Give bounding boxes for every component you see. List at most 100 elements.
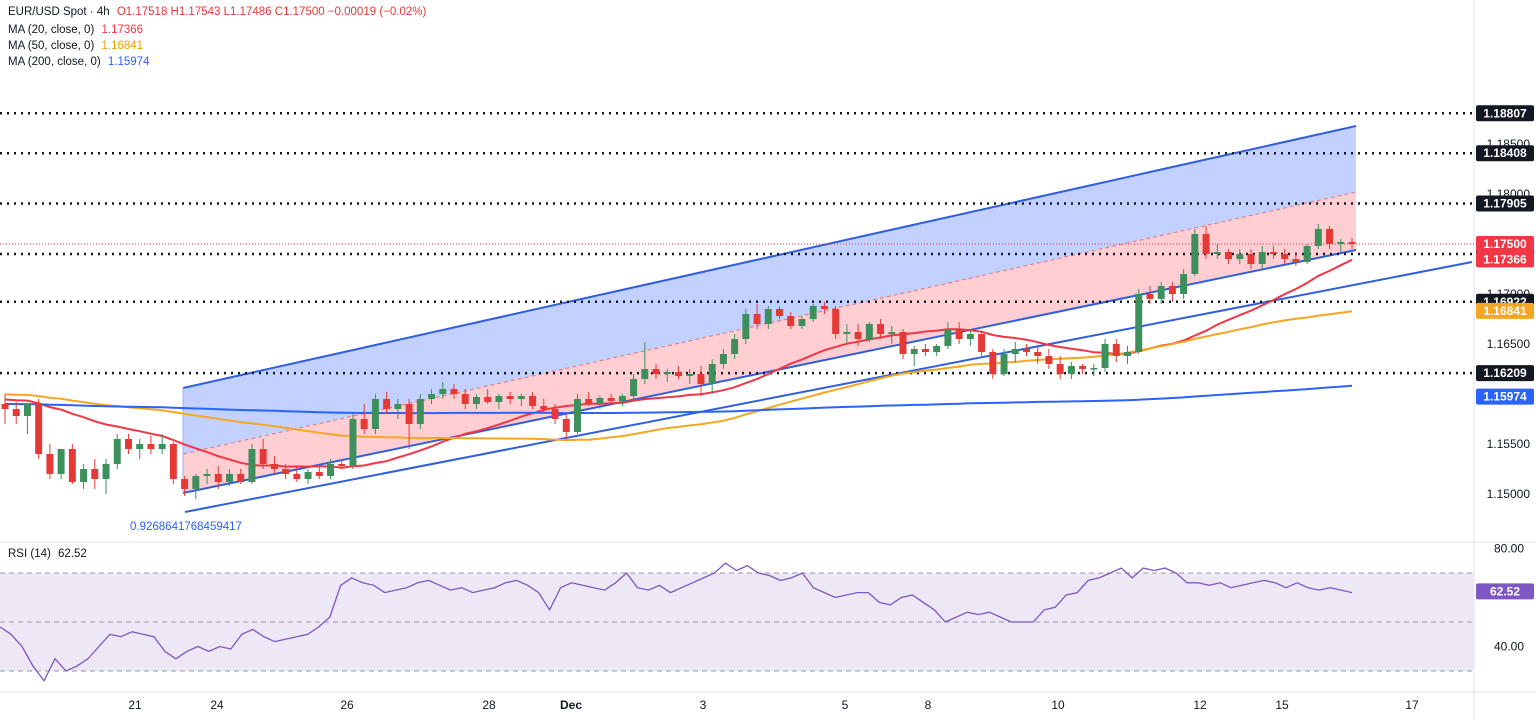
candle-body-21 (237, 474, 245, 482)
y-tick-label-3: 1.16500 (1487, 337, 1531, 351)
candle-body-46 (517, 396, 525, 399)
candle-body-90 (1011, 349, 1019, 354)
candle-body-44 (495, 396, 503, 402)
rsi-legend-value: 62.52 (58, 548, 87, 560)
candle-body-51 (573, 399, 581, 432)
candle-body-68 (764, 309, 772, 324)
fib-level-label: 0.9268641768459417 (130, 521, 242, 533)
candle-body-97 (1090, 368, 1098, 370)
candle-body-106 (1191, 234, 1199, 274)
rsi-line (0, 562, 1353, 683)
candle-body-24 (270, 464, 278, 469)
x-tick-label-6: 5 (842, 698, 849, 712)
legend-symbol: EUR/USD Spot · 4h (8, 6, 110, 18)
candle-body-70 (787, 316, 795, 326)
candle-body-77 (865, 324, 873, 339)
candle-body-9 (102, 464, 110, 479)
candle-body-23 (259, 449, 267, 464)
candle-body-49 (551, 409, 559, 419)
rsi-tag-bg (1476, 583, 1534, 600)
candle-body-14 (158, 444, 166, 449)
candle-body-95 (1067, 366, 1075, 374)
candle-body-114 (1281, 254, 1289, 259)
candle-body-93 (1045, 356, 1053, 364)
candle-body-99 (1112, 344, 1120, 356)
level-tag-label-5: 1.16209 (1483, 366, 1527, 380)
y-tick-label-1: 1.15500 (1487, 437, 1531, 451)
candle-body-22 (248, 449, 256, 482)
x-tick-label-2: 26 (340, 698, 354, 712)
x-tick-label-3: 28 (482, 698, 496, 712)
rsi-legend: RSI (14) 62.52 (8, 548, 87, 560)
candle-body-31 (349, 419, 357, 466)
candle-body-57 (641, 369, 649, 379)
channel-lower-fill (183, 192, 1356, 493)
candle-body-34 (383, 399, 391, 409)
candle-body-76 (854, 332, 862, 339)
x-tick-label-5: 3 (700, 698, 707, 712)
price-tag-bg-0 (1476, 236, 1534, 252)
price-tag-bg-1 (1476, 251, 1534, 268)
legend-ma50-value: 1.16841 (101, 40, 144, 52)
level-tag-label-1: 1.18408 (1483, 146, 1527, 160)
price-tag-label-3: 1.15974 (1483, 390, 1527, 404)
candle-body-61 (686, 374, 694, 376)
candle-body-38 (428, 394, 436, 399)
candle-body-103 (1157, 286, 1165, 299)
legend-ma50-row: MA (50, close, 0) 1.16841 (8, 38, 143, 54)
candle-body-28 (315, 472, 323, 476)
candle-body-36 (405, 404, 413, 424)
x-tick-label-8: 10 (1051, 698, 1065, 712)
candle-body-19 (214, 474, 222, 482)
candle-body-6 (68, 449, 76, 482)
candle-body-111 (1247, 254, 1255, 264)
candle-body-52 (585, 399, 593, 404)
candle-body-27 (304, 472, 312, 479)
x-tick-label-10: 15 (1275, 698, 1289, 712)
candle-body-113 (1269, 252, 1277, 254)
candle-body-108 (1213, 252, 1221, 254)
candle-body-83 (933, 346, 941, 352)
candle-body-107 (1202, 234, 1210, 254)
legend-ma20-value: 1.17366 (101, 24, 144, 36)
candle-body-18 (203, 474, 211, 476)
candle-body-43 (484, 397, 492, 402)
x-tick-label-1: 24 (210, 698, 224, 712)
legend-ma200-row: MA (200, close, 0) 1.15974 (8, 54, 149, 70)
legend-ohlc: O1.17518 H1.17543 L1.17486 C1.17500 −0.0… (116, 6, 427, 18)
rsi-y-tick-0: 80.00 (1494, 542, 1524, 556)
rsi-tag-label: 62.52 (1490, 584, 1520, 598)
candle-body-115 (1292, 259, 1300, 262)
channel-mid-line (182, 191, 1357, 455)
candle-body-47 (529, 396, 537, 406)
price-tag-bg-3 (1476, 388, 1534, 405)
candle-body-87 (978, 334, 986, 352)
x-tick-label-4: Dec (560, 698, 582, 712)
level-tag-bg-5 (1476, 365, 1534, 382)
candle-body-84 (944, 329, 952, 346)
candle-body-42 (472, 397, 480, 404)
candle-body-33 (371, 399, 379, 429)
level-tag-bg-1 (1476, 145, 1534, 162)
candle-body-69 (776, 309, 784, 316)
level-tag-bg-0 (1476, 105, 1534, 122)
candle-body-8 (91, 469, 99, 479)
candle-body-3 (35, 404, 43, 454)
candle-body-35 (394, 404, 402, 409)
candle-body-56 (630, 379, 638, 396)
legend-ma20-label: MA (20, close, 0) (8, 24, 95, 36)
candle-body-86 (966, 334, 974, 339)
candle-body-89 (1000, 354, 1008, 374)
candle-body-73 (820, 306, 828, 309)
candle-body-50 (562, 419, 570, 432)
candle-body-116 (1303, 246, 1311, 262)
candle-body-59 (663, 372, 671, 374)
candle-body-13 (147, 444, 155, 449)
candle-body-0 (1, 404, 9, 409)
candle-body-110 (1236, 254, 1244, 259)
candle-body-25 (282, 469, 290, 474)
legend-ma200-label: MA (200, close, 0) (8, 56, 101, 68)
candle-body-64 (719, 354, 727, 364)
candle-body-48 (540, 406, 548, 409)
